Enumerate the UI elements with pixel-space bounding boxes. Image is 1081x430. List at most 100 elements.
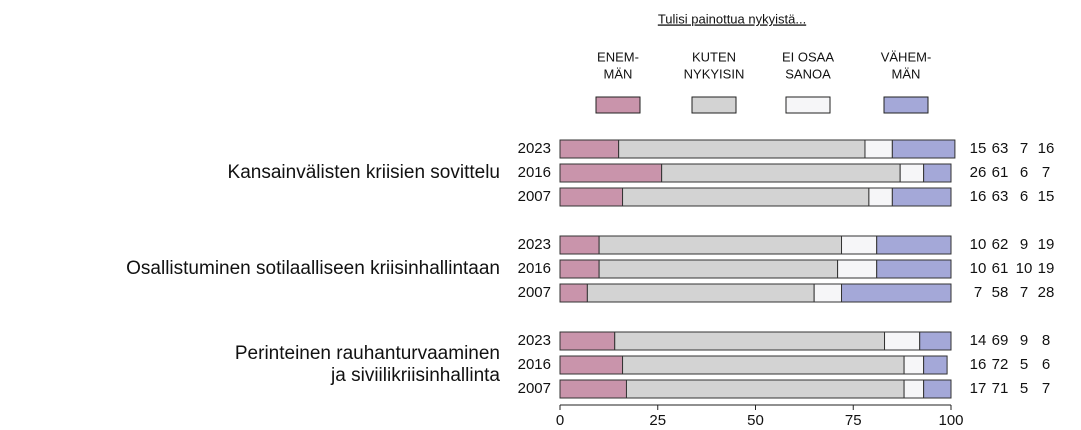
bar-segment (559, 331, 616, 351)
bar-segment (884, 331, 921, 351)
value-label: 16 (970, 356, 987, 373)
legend-swatch (785, 96, 831, 114)
group-label: Kansainvälisten kriisien sovittelu (228, 162, 500, 183)
y-tick-label: 2016 (518, 356, 551, 373)
bar-segment (903, 355, 925, 375)
legend-label: KUTEN (692, 49, 736, 64)
value-label: 9 (1020, 236, 1028, 253)
value-label: 69 (992, 332, 1009, 349)
value-label: 10 (970, 236, 987, 253)
bar-segment (864, 139, 893, 159)
bar-segment (559, 139, 620, 159)
legend-swatch (595, 96, 641, 114)
value-label: 72 (992, 356, 1009, 373)
value-label: 7 (1020, 140, 1028, 157)
x-tick-label: 75 (845, 412, 862, 429)
legend-label: MÄN (604, 66, 633, 81)
bar-segment (899, 163, 925, 183)
value-label: 63 (992, 140, 1009, 157)
y-tick-label: 2016 (518, 164, 551, 181)
legend-label: ENEM- (597, 49, 639, 64)
bar-segment (625, 379, 905, 399)
y-tick-label: 2007 (518, 380, 551, 397)
value-label: 17 (970, 380, 987, 397)
bar-segment (841, 283, 952, 303)
bar-segment (614, 331, 886, 351)
value-label: 5 (1020, 356, 1028, 373)
value-label: 19 (1038, 236, 1055, 253)
bar-segment (841, 235, 878, 255)
bar-segment (868, 187, 893, 207)
y-tick-label: 2007 (518, 188, 551, 205)
value-label: 9 (1020, 332, 1028, 349)
value-label: 14 (970, 332, 987, 349)
bar-segment (586, 283, 815, 303)
value-label: 71 (992, 380, 1009, 397)
bar-segment (559, 259, 600, 279)
y-tick-label: 2023 (518, 140, 551, 157)
group-label: Osallistuminen sotilaalliseen kriisinhal… (126, 258, 500, 279)
value-label: 16 (1038, 140, 1055, 157)
bar-segment (923, 163, 952, 183)
value-label: 10 (970, 260, 987, 277)
bar-segment (559, 235, 600, 255)
group-label: ja siviilikriisinhallinta (330, 365, 500, 386)
bar-segment (559, 283, 588, 303)
legend-title: Tulisi painottua nykyistä... (658, 11, 806, 26)
value-label: 7 (974, 284, 982, 301)
x-tick-label: 0 (556, 412, 564, 429)
bar-segment (559, 379, 627, 399)
value-label: 28 (1038, 284, 1055, 301)
bar-segment (876, 235, 952, 255)
value-label: 26 (970, 164, 987, 181)
legend-label: NYKYISIN (684, 66, 745, 81)
value-label: 6 (1042, 356, 1050, 373)
y-tick-label: 2023 (518, 332, 551, 349)
value-label: 15 (1038, 188, 1055, 205)
value-label: 7 (1042, 164, 1050, 181)
y-tick-label: 2023 (518, 236, 551, 253)
bar-segment (923, 355, 948, 375)
value-label: 8 (1042, 332, 1050, 349)
bar-segment (813, 283, 843, 303)
y-tick-label: 2016 (518, 260, 551, 277)
bar-segment (598, 235, 843, 255)
legend-label: VÄHEM- (881, 49, 932, 64)
value-label: 61 (992, 260, 1009, 277)
legend-label: MÄN (892, 66, 921, 81)
value-label: 5 (1020, 380, 1028, 397)
group-label: Perinteinen rauhanturvaaminen (235, 343, 500, 364)
bar-segment (903, 379, 925, 399)
value-label: 6 (1020, 188, 1028, 205)
bar-segment (661, 163, 901, 183)
bar-segment (891, 187, 952, 207)
value-label: 6 (1020, 164, 1028, 181)
x-tick-label: 25 (649, 412, 666, 429)
value-label: 7 (1042, 380, 1050, 397)
legend-label: EI OSAA (782, 49, 834, 64)
value-label: 7 (1020, 284, 1028, 301)
value-label: 10 (1016, 260, 1033, 277)
bar-segment (876, 259, 952, 279)
value-label: 58 (992, 284, 1009, 301)
value-label: 63 (992, 188, 1009, 205)
legend-swatch (883, 96, 929, 114)
x-tick-label: 50 (747, 412, 764, 429)
bar-segment (923, 379, 952, 399)
x-tick-label: 100 (938, 412, 963, 429)
bar-segment (891, 139, 956, 159)
bar-segment (622, 187, 870, 207)
value-label: 61 (992, 164, 1009, 181)
bar-segment (559, 163, 663, 183)
bar-segment (919, 331, 952, 351)
value-label: 15 (970, 140, 987, 157)
bar-segment (559, 187, 624, 207)
value-label: 16 (970, 188, 987, 205)
bar-segment (622, 355, 905, 375)
value-label: 62 (992, 236, 1009, 253)
bar-segment (618, 139, 866, 159)
legend-label: SANOA (785, 66, 831, 81)
y-tick-label: 2007 (518, 284, 551, 301)
legend-swatch (691, 96, 737, 114)
